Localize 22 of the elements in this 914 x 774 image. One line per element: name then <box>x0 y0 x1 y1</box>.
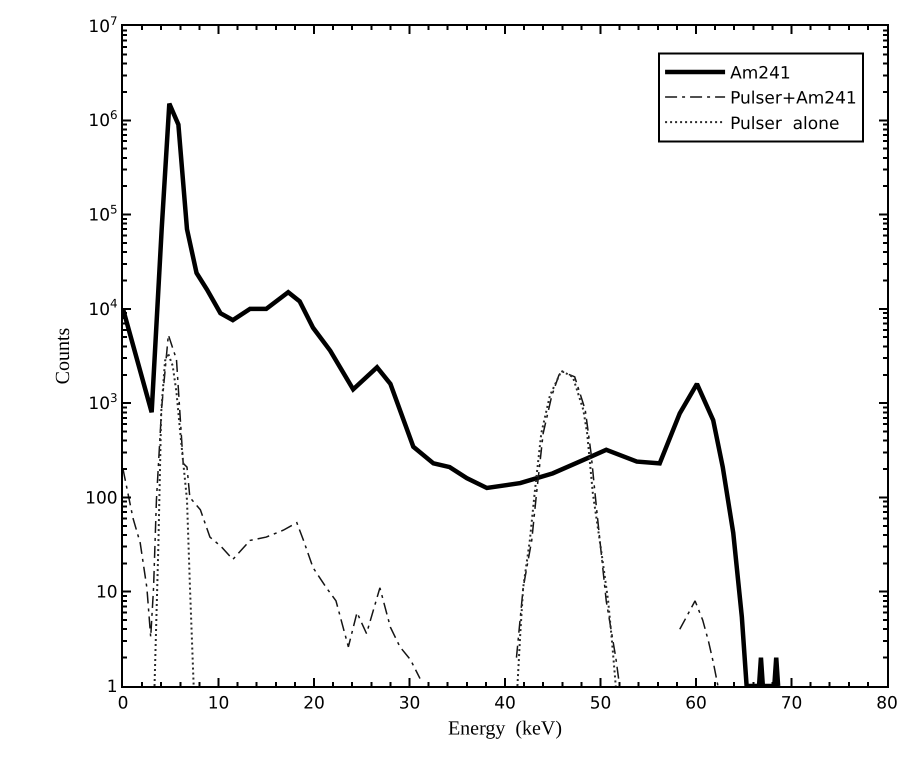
x-tick-label: 80 <box>876 693 898 714</box>
y-tick-label: 10$^{7}$ <box>88 14 118 37</box>
y-axis-title: Counts <box>52 327 74 384</box>
x-tick-label: 60 <box>685 693 707 714</box>
legend-label: Am241 <box>730 64 791 84</box>
y-tick-label: 10$^{3}$ <box>88 390 118 414</box>
y-tick-label: 10$^{6}$ <box>88 108 118 132</box>
x-tick-label: 30 <box>398 693 420 714</box>
x-tick-label: 0 <box>118 693 128 714</box>
x-tick-label: 40 <box>494 693 516 714</box>
y-tick-label: 100 <box>85 488 118 508</box>
y-tick-label: 10$^{4}$ <box>88 296 118 320</box>
x-tick-label: 10 <box>208 693 230 714</box>
x-tick-label: 50 <box>590 693 612 714</box>
y-tick-label: 1 <box>106 676 118 697</box>
legend-label: Pulser+Am241 <box>730 88 857 109</box>
x-tick-label: 70 <box>780 693 802 714</box>
legend-label: Pulser alone <box>730 114 840 134</box>
y-tick-label: 10$^{5}$ <box>88 202 118 226</box>
y-tick-label: 10 <box>96 582 118 603</box>
x-axis-title: Energy (keV) <box>448 717 562 740</box>
x-tick-label: 20 <box>303 693 325 714</box>
